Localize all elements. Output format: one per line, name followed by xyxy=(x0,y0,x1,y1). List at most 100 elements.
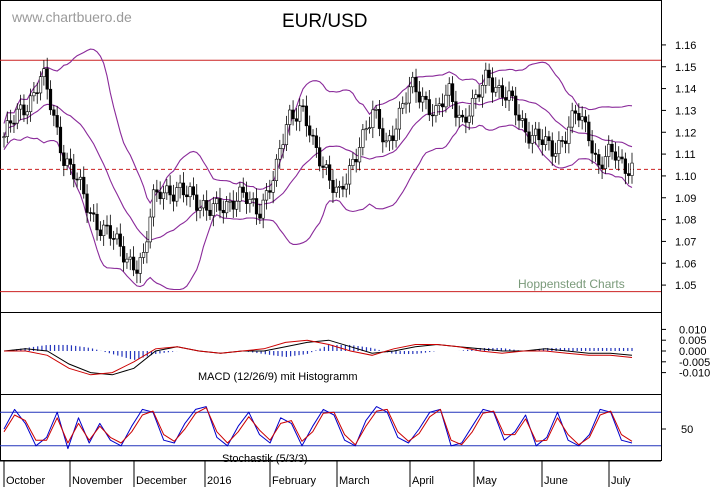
price-tick-label: 1.10 xyxy=(675,171,696,183)
candle-body xyxy=(318,147,322,167)
watermark: www.chartbuero.de xyxy=(11,9,132,25)
candle-body xyxy=(274,158,279,181)
candle-body xyxy=(75,178,79,181)
candle-body xyxy=(171,194,176,202)
candle-body xyxy=(454,101,458,118)
candle-body xyxy=(105,224,109,227)
candle-body xyxy=(417,91,421,103)
candle-body xyxy=(151,189,156,218)
candle-body xyxy=(487,69,491,79)
macd-chart xyxy=(3,339,633,376)
source-credit: Hoppenstedt Charts xyxy=(518,277,625,291)
candle-body xyxy=(341,185,345,190)
candle-body xyxy=(427,99,431,116)
candle-body xyxy=(371,109,375,128)
candle-body xyxy=(553,153,558,157)
candle-body xyxy=(268,190,272,193)
macd-tick-label: 0.005 xyxy=(679,335,707,347)
candle-body xyxy=(387,135,392,142)
candle-body xyxy=(52,109,56,116)
bollinger-middle xyxy=(3,96,633,241)
month-label: April xyxy=(412,475,434,487)
candle-body xyxy=(88,212,92,214)
stochastic-d-line xyxy=(3,407,633,446)
candle-body xyxy=(467,115,471,123)
candle-body xyxy=(145,241,149,253)
candle-body xyxy=(328,164,332,181)
candle-body xyxy=(507,90,511,101)
candle-body xyxy=(494,87,498,93)
candle-body xyxy=(25,111,29,116)
candle-body xyxy=(155,189,159,193)
candle-body xyxy=(165,185,169,194)
candle-body xyxy=(28,95,33,113)
candle-body xyxy=(607,143,611,157)
candle-body xyxy=(238,186,242,202)
candle-body xyxy=(221,209,225,214)
candle-body xyxy=(5,120,9,137)
candle-body xyxy=(337,185,342,188)
candle-body xyxy=(474,94,478,99)
candle-body xyxy=(298,105,302,122)
month-label: 2016 xyxy=(207,475,231,487)
candle-body xyxy=(62,152,66,166)
candle-body xyxy=(258,213,262,219)
candle-body xyxy=(484,69,488,86)
candle-body xyxy=(331,180,335,193)
candle-body xyxy=(527,131,531,144)
candle-body xyxy=(281,144,285,149)
candle-body xyxy=(45,68,49,90)
macd-signal-line xyxy=(4,339,633,376)
macd-label: MACD (12/26/9) mit Histogramm xyxy=(198,371,358,383)
month-label: February xyxy=(272,475,317,487)
candle-body xyxy=(464,116,468,123)
candle-body xyxy=(630,162,634,176)
candle-body xyxy=(620,156,624,160)
candle-body xyxy=(457,114,461,118)
price-tick-label: 1.06 xyxy=(675,258,696,270)
price-chart xyxy=(0,48,661,293)
candle-body xyxy=(288,109,292,125)
candle-body xyxy=(480,85,485,98)
candle-body xyxy=(65,158,69,166)
month-label: July xyxy=(611,475,631,487)
candle-body xyxy=(115,233,119,240)
candle-body xyxy=(314,135,318,148)
candle-body xyxy=(264,190,269,201)
candle-body xyxy=(248,199,252,204)
candle-body xyxy=(377,109,382,129)
price-tick-label: 1.08 xyxy=(675,215,696,227)
candle-body xyxy=(447,83,451,96)
candle-body xyxy=(211,203,215,216)
candle-body xyxy=(141,252,146,258)
candle-body xyxy=(567,126,571,144)
price-tick-label: 1.05 xyxy=(675,280,696,292)
candle-body xyxy=(450,83,455,102)
candle-body xyxy=(98,229,102,236)
price-tick-label: 1.14 xyxy=(675,84,696,96)
candle-body xyxy=(437,103,441,106)
candle-body xyxy=(198,207,202,211)
macd-tick-label: -0.005 xyxy=(679,357,710,369)
candle-body xyxy=(603,156,608,169)
candle-body xyxy=(225,201,229,214)
candle-body xyxy=(241,186,245,193)
candle-body xyxy=(544,136,548,145)
candle-body xyxy=(231,200,235,210)
candle-body xyxy=(55,115,59,128)
candle-body xyxy=(560,140,564,142)
candle-body xyxy=(278,148,282,160)
candle-body xyxy=(610,143,614,153)
candle-body xyxy=(215,198,219,205)
candle-body xyxy=(261,199,265,219)
candle-body xyxy=(175,187,179,202)
candle-body xyxy=(394,128,398,141)
month-label: November xyxy=(72,475,123,487)
candle-body xyxy=(168,185,172,196)
candle-body xyxy=(547,136,551,141)
candle-body xyxy=(563,140,568,144)
candle-body xyxy=(284,124,289,145)
candle-body xyxy=(351,159,355,166)
chart-title: EUR/USD xyxy=(282,11,368,32)
